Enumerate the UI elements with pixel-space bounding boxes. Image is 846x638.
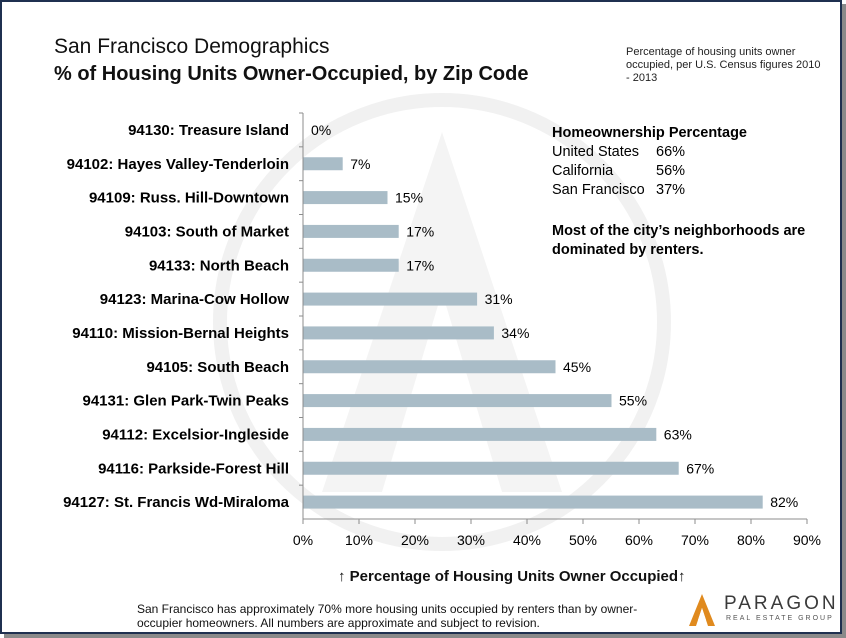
x-tick-label: 70% — [681, 532, 709, 548]
stat-row-california: California 56% — [552, 162, 840, 181]
value-label: 15% — [395, 190, 423, 206]
paragon-a-logo-icon — [689, 594, 715, 626]
category-label: 94116: Parkside-Forest Hill — [98, 460, 289, 477]
x-tick-label: 80% — [737, 532, 765, 548]
x-tick-label: 10% — [345, 532, 373, 548]
category-label: 94110: Mission-Bernal Heights — [72, 325, 289, 342]
category-label: 94130: Treasure Island — [128, 122, 289, 139]
category-label: 94127: St. Francis Wd-Miraloma — [63, 494, 290, 511]
x-tick-label: 50% — [569, 532, 597, 548]
bar — [303, 224, 399, 238]
bar — [303, 427, 657, 441]
chart-title: San Francisco Demographics — [54, 35, 330, 58]
chart-bars — [303, 157, 763, 509]
category-label: 94123: Marina-Cow Hollow — [100, 291, 290, 308]
x-axis-label: ↑ Percentage of Housing Units Owner Occu… — [338, 568, 686, 585]
value-label: 63% — [664, 426, 692, 442]
stat-name: United States — [552, 144, 640, 160]
logo-tagline: REAL ESTATE GROUP — [726, 615, 834, 622]
bar — [303, 191, 388, 205]
x-tick-label: 90% — [793, 532, 821, 548]
bar — [303, 461, 679, 475]
x-tick-label: 40% — [513, 532, 541, 548]
value-label: 82% — [770, 494, 798, 510]
bar — [303, 326, 494, 340]
source-note: Percentage of housing units owner occupi… — [626, 46, 821, 84]
category-label: 94105: South Beach — [146, 359, 289, 376]
stat-value: 37% — [656, 182, 686, 198]
stat-name: San Francisco — [552, 182, 645, 198]
x-tick-label: 20% — [401, 532, 429, 548]
x-tick-label: 30% — [457, 532, 485, 548]
category-label: 94102: Hayes Valley-Tenderloin — [67, 156, 289, 173]
bar — [303, 292, 478, 306]
category-label: 94112: Excelsior-Ingleside — [102, 426, 289, 443]
chart-axes — [299, 112, 807, 520]
paragon-logo: PARAGON REAL ESTATE GROUP — [686, 592, 836, 632]
value-label: 0% — [311, 122, 331, 138]
value-label: 31% — [485, 291, 513, 307]
bar — [303, 495, 763, 509]
homeownership-title: Homeownership Percentage — [552, 125, 747, 141]
stat-value: 66% — [656, 144, 686, 160]
category-label: 94131: Glen Park-Twin Peaks — [83, 393, 290, 410]
bar — [303, 360, 556, 374]
x-axis-ticks: 0% 10% 20% 30% 40% 50% 60% 70% 80% 90% — [293, 519, 821, 548]
bar — [303, 394, 612, 408]
stat-row-san-francisco: San Francisco 37% — [552, 181, 840, 200]
homeownership-panel: Homeownership Percentage United States 66… — [552, 124, 840, 200]
category-label: 94103: South of Market — [125, 223, 289, 240]
value-label: 7% — [350, 156, 370, 172]
bar-chart: 94130: Treasure Island 94102: Hayes Valle… — [63, 112, 821, 548]
stat-value: 56% — [656, 163, 686, 179]
value-labels: 0% 7% 15% 17% 17% 31% 34% 45% 55% 63% 67% 82% — [311, 122, 798, 510]
x-tick-label: 60% — [625, 532, 653, 548]
bar — [303, 157, 343, 171]
stat-row-us: United States 66% — [552, 143, 840, 162]
value-label: 45% — [563, 359, 591, 375]
footnote: San Francisco has approximately 70% more… — [137, 602, 638, 630]
logo-wordmark: PARAGON — [724, 593, 839, 614]
x-tick-label: 0% — [293, 532, 313, 548]
value-label: 34% — [501, 325, 529, 341]
chart-subtitle: % of Housing Units Owner-Occupied, by Zi… — [54, 63, 529, 85]
category-label: 94109: Russ. Hill-Downtown — [89, 190, 289, 207]
value-label: 67% — [686, 460, 714, 476]
stat-name: California — [552, 163, 614, 179]
value-label: 17% — [406, 223, 434, 239]
value-label: 17% — [406, 257, 434, 273]
takeaway-text: Most of the city’s neighborhoods are dom… — [552, 223, 806, 258]
bar — [303, 258, 399, 272]
category-label: 94133: North Beach — [149, 257, 289, 274]
category-labels: 94130: Treasure Island 94102: Hayes Valle… — [63, 122, 290, 511]
value-label: 55% — [619, 393, 647, 409]
